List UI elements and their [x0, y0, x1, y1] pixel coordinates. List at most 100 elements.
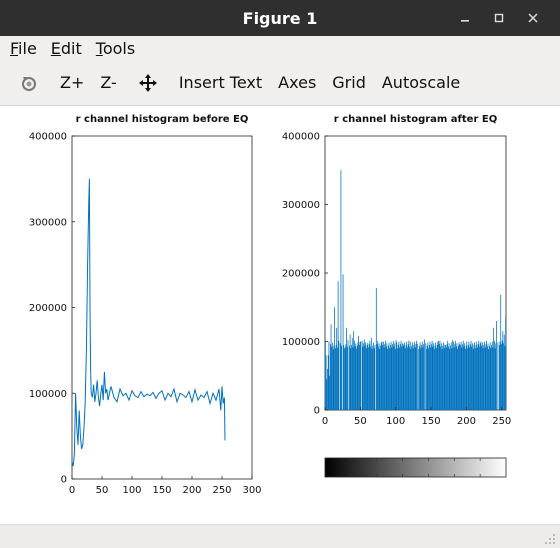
- histogram-bar: [486, 340, 487, 410]
- histogram-bar: [477, 347, 478, 410]
- histogram-bar: [444, 344, 446, 411]
- y-tick-label: 300000: [282, 200, 320, 211]
- rotate-button[interactable]: [6, 68, 52, 98]
- histogram-bar: [397, 344, 399, 411]
- histogram-bar: [325, 355, 327, 410]
- histogram-bar: [327, 355, 329, 410]
- menu-tools-accel: T: [95, 38, 103, 58]
- histogram-bar: [483, 344, 485, 411]
- histogram-bar: [463, 346, 465, 410]
- histogram-bar: [373, 342, 374, 410]
- histogram-bar: [382, 344, 384, 411]
- histogram-bar: [437, 341, 439, 410]
- histogram-bar: [377, 340, 379, 410]
- chart-title: r channel histogram after EQ: [334, 114, 497, 125]
- histogram-bar: [399, 347, 400, 410]
- window-titlebar: Figure 1: [0, 0, 560, 36]
- histogram-bar: [359, 341, 361, 410]
- insert-text-button[interactable]: Insert Text: [178, 73, 263, 92]
- histogram-bar: [416, 340, 417, 410]
- histogram-bar: [486, 346, 488, 410]
- y-tick-label: 400000: [282, 132, 320, 143]
- menu-edit[interactable]: Edit: [51, 39, 82, 58]
- pan-button[interactable]: [125, 68, 171, 98]
- histogram-bar: [347, 340, 349, 410]
- histogram-bar: [456, 343, 458, 410]
- histogram-bar: [349, 334, 351, 410]
- histogram-bar: [416, 343, 418, 410]
- histogram-bar: [401, 346, 403, 410]
- histogram-bar: [384, 344, 386, 410]
- histogram-bar: [447, 340, 449, 410]
- autoscale-button[interactable]: Autoscale: [381, 73, 461, 92]
- figure-canvas: r channel histogram before EQ 0 50 100 150 20…: [0, 106, 560, 524]
- grid-button[interactable]: Grid: [332, 73, 366, 92]
- histogram-bar: [448, 343, 450, 410]
- histogram-bar: [439, 340, 441, 410]
- histogram-bar: [403, 345, 405, 410]
- histogram-bar: [429, 341, 431, 410]
- histogram-bar: [392, 344, 393, 410]
- histogram-bar: [485, 344, 487, 410]
- resize-grip-icon[interactable]: [544, 533, 556, 545]
- x-tick-label: 200: [457, 416, 476, 427]
- histogram-bar: [346, 346, 348, 410]
- histogram-bar: [458, 342, 460, 410]
- histogram-bar: [382, 341, 384, 410]
- histogram-bar: [438, 340, 439, 410]
- histogram-bar: [454, 344, 456, 410]
- histogram-bar: [356, 349, 357, 410]
- histogram-bar: [432, 346, 434, 410]
- histogram-bar: [397, 348, 398, 410]
- y-tick-label: 200000: [282, 269, 320, 280]
- minimize-button[interactable]: [448, 4, 482, 32]
- y-tick-label: 400000: [29, 132, 67, 143]
- histogram-bar: [497, 342, 499, 410]
- histogram-bar: [443, 342, 444, 410]
- maximize-button[interactable]: [482, 4, 516, 32]
- histogram-bar: [457, 345, 459, 410]
- histogram-bar: [430, 347, 432, 410]
- histogram-bar: [412, 348, 414, 410]
- histogram-bar: [335, 344, 337, 411]
- histogram-bar: [501, 340, 503, 410]
- x-tick-label: 50: [354, 416, 367, 427]
- histogram-bar: [374, 344, 376, 411]
- histogram-bar: [467, 348, 468, 410]
- chart-1: r channel histogram before EQ 0 50 100 150 20…: [29, 114, 262, 496]
- histogram-bar: [356, 345, 358, 410]
- x-tick-label: 100: [122, 485, 141, 496]
- histogram-bar: [478, 340, 480, 410]
- histogram-bar: [332, 349, 334, 410]
- histogram-bar: [361, 340, 363, 410]
- histogram-bar: [426, 349, 427, 410]
- histogram-bar: [482, 348, 484, 410]
- zoom-out-button[interactable]: Z-: [100, 73, 117, 92]
- histogram-bar: [338, 340, 340, 410]
- histogram-bar: [499, 341, 501, 410]
- axes-button[interactable]: Axes: [278, 73, 317, 92]
- histogram-bar: [355, 343, 357, 410]
- histogram-bar: [468, 341, 470, 410]
- close-button[interactable]: [516, 4, 550, 32]
- figure-svg: r channel histogram before EQ 0 50 100 150 20…: [29, 114, 511, 496]
- histogram-bar: [434, 345, 436, 410]
- minimize-icon: [461, 20, 469, 22]
- histogram-bar: [484, 341, 485, 410]
- pan-icon: [138, 73, 157, 92]
- histogram-bar: [422, 347, 424, 410]
- histogram-bar: [327, 368, 328, 410]
- histogram-bar: [496, 320, 497, 410]
- histogram-bar: [494, 348, 496, 410]
- histogram-bar: [373, 348, 375, 410]
- histogram-bar: [351, 344, 352, 411]
- histogram-bar: [490, 348, 492, 410]
- zoom-in-button[interactable]: Z+: [60, 73, 85, 92]
- menu-file[interactable]: File: [10, 39, 37, 58]
- menu-bar: File Edit Tools: [0, 36, 560, 60]
- histogram-bar: [387, 345, 389, 410]
- histogram-bar: [450, 342, 452, 410]
- y-tick-label: 100000: [282, 337, 320, 348]
- menu-tools[interactable]: Tools: [96, 39, 135, 58]
- x-tick-label: 250: [212, 485, 231, 496]
